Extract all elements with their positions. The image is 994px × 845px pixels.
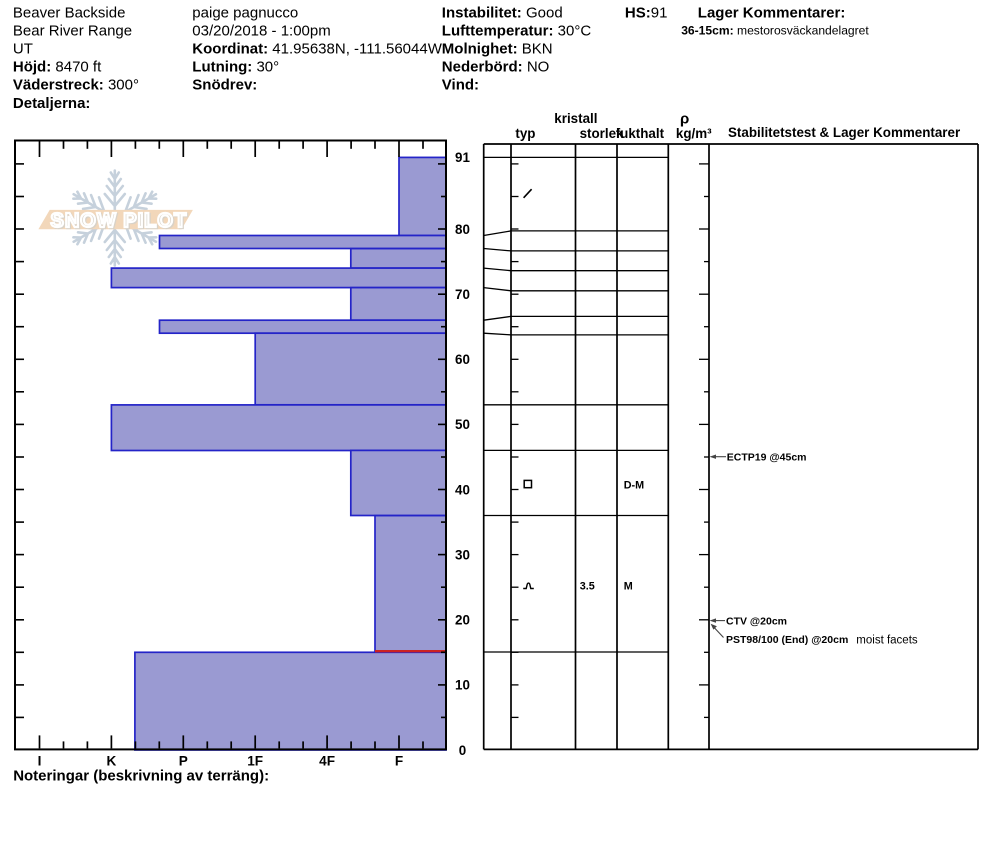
svg-text:I: I [38,754,42,769]
svg-text:Molnighet: BKN: Molnighet: BKN [442,40,553,57]
svg-text:80: 80 [455,222,470,237]
svg-text:60: 60 [455,352,470,367]
svg-text:Bear River Range: Bear River Range [13,23,132,40]
svg-text:SNOW PILOT: SNOW PILOT [51,210,188,232]
svg-text:SNOW PILOT: SNOW PILOT [52,211,189,233]
svg-text:Detaljerna:: Detaljerna: [13,95,91,112]
svg-text:Koordinat: 41.95638N, -111.56: Koordinat: 41.95638N, -111.56044W [192,40,442,57]
svg-text:PST98/100 (End) @20cm: PST98/100 (End) @20cm [726,634,848,646]
svg-text:36-15cm: mestorosväckandelagre: 36-15cm: mestorosväckandelagret [681,24,869,38]
svg-text:Instabilitet: Good: Instabilitet: Good [442,4,563,21]
svg-text:kg/m³: kg/m³ [676,126,712,141]
svg-text:HS:91: HS:91 [625,4,668,21]
svg-text:UT: UT [13,40,33,57]
svg-text:Noteringar (beskrivning av ter: Noteringar (beskrivning av terräng): [13,768,269,785]
svg-text:typ: typ [515,126,535,141]
svg-text:03/20/2018 - 1:00pm: 03/20/2018 - 1:00pm [192,23,330,40]
svg-text:0: 0 [459,743,466,758]
svg-text:Höjd: 8470 ft: Höjd: 8470 ft [13,58,102,75]
svg-text:Stabilitetstest & Lager Kommen: Stabilitetstest & Lager Kommentarer [728,125,961,140]
svg-text:50: 50 [455,417,470,432]
svg-text:91: 91 [455,150,470,165]
svg-text:3.5: 3.5 [580,581,595,593]
svg-text:Lufttemperatur: 30°C: Lufttemperatur: 30°C [442,23,592,40]
svg-text:storlek: storlek [580,126,624,141]
svg-text:F: F [395,754,403,769]
svg-text:Väderstreck: 300°: Väderstreck: 300° [13,77,139,94]
svg-text:moist facets: moist facets [856,634,918,646]
svg-text:70: 70 [455,287,470,302]
svg-text:30: 30 [455,547,470,562]
svg-text:D-M: D-M [624,480,644,492]
svg-text:4F: 4F [319,754,335,769]
svg-text:10: 10 [455,678,470,693]
svg-text:M: M [624,581,633,593]
svg-text:ρ: ρ [680,110,689,127]
svg-text:Nederbörd: NO: Nederbörd: NO [442,58,550,75]
svg-text:Snödrev:: Snödrev: [192,77,257,94]
svg-text:P: P [179,754,188,769]
svg-text:K: K [106,754,116,769]
svg-text:20: 20 [455,613,470,628]
svg-text:Beaver Backside: Beaver Backside [13,4,126,21]
svg-text:paige pagnucco: paige pagnucco [192,4,298,21]
svg-text:1F: 1F [247,754,263,769]
svg-text:ECTP19 @45cm: ECTP19 @45cm [727,451,807,463]
svg-text:CTV @20cm: CTV @20cm [726,615,787,627]
svg-text:40: 40 [455,482,470,497]
svg-text:fukthalt: fukthalt [616,126,665,141]
svg-text:kristall: kristall [554,111,597,126]
svg-text:Lutning: 30°: Lutning: 30° [192,58,279,75]
svg-text:Lager Kommentarer:: Lager Kommentarer: [698,4,846,21]
svg-text:Vind:: Vind: [442,77,479,94]
